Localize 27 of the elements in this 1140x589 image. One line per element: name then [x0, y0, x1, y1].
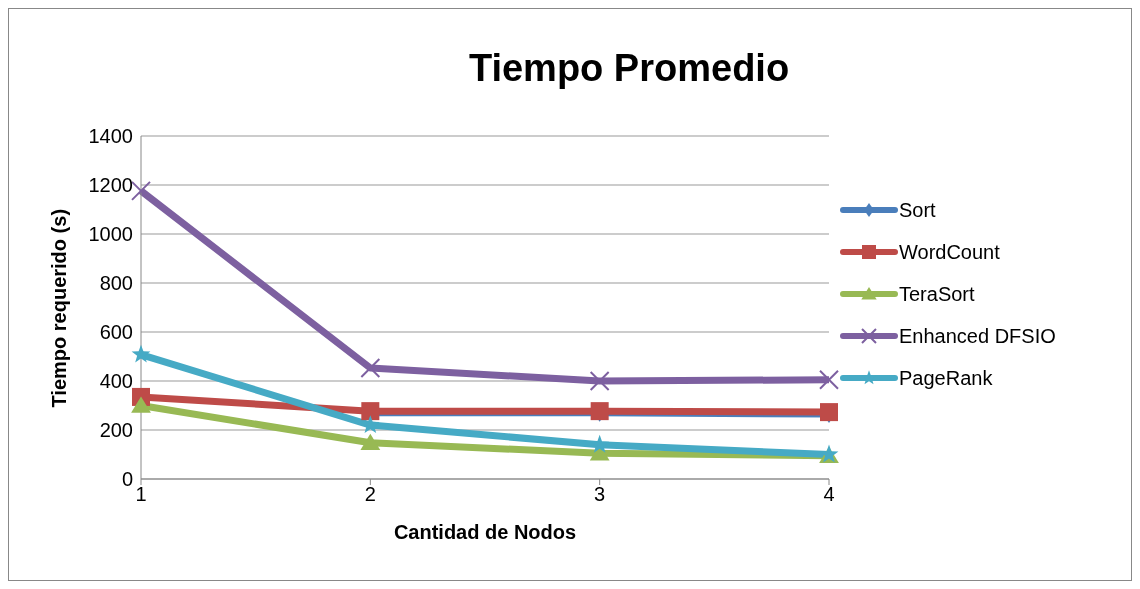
chart-title: Tiempo Promedio: [467, 47, 791, 90]
legend-label: TeraSort: [899, 282, 975, 306]
y-tick-label: 400: [99, 370, 133, 393]
point: [819, 369, 839, 390]
legend-label: PageRank: [899, 366, 993, 390]
point: [131, 396, 151, 413]
x-tick-label: 4: [823, 483, 835, 506]
point: [589, 371, 610, 391]
legend-label: WordCount: [899, 240, 1000, 264]
point: [131, 344, 151, 363]
x-tick-label: 2: [364, 483, 376, 506]
y-tick-label: 0: [121, 468, 133, 491]
point: [360, 433, 381, 450]
y-axis-title: Tiempo requerido (s): [48, 208, 71, 408]
y-tick-label: 800: [99, 272, 133, 295]
y-tick-label: 1000: [88, 223, 133, 246]
y-tick-label: 200: [99, 419, 133, 442]
y-tick-label: 600: [99, 321, 133, 344]
point: [131, 180, 151, 201]
point: [360, 358, 381, 379]
x-tick-label: 3: [594, 483, 606, 506]
y-tick-label: 1200: [88, 174, 133, 197]
legend-label: Enhanced DFSIO: [899, 324, 1056, 348]
legend-label: Sort: [899, 198, 936, 222]
x-tick-label: 1: [135, 483, 147, 506]
y-tick-label: 1400: [88, 125, 133, 148]
x-axis-title: Cantidad de Nodos: [393, 521, 577, 543]
